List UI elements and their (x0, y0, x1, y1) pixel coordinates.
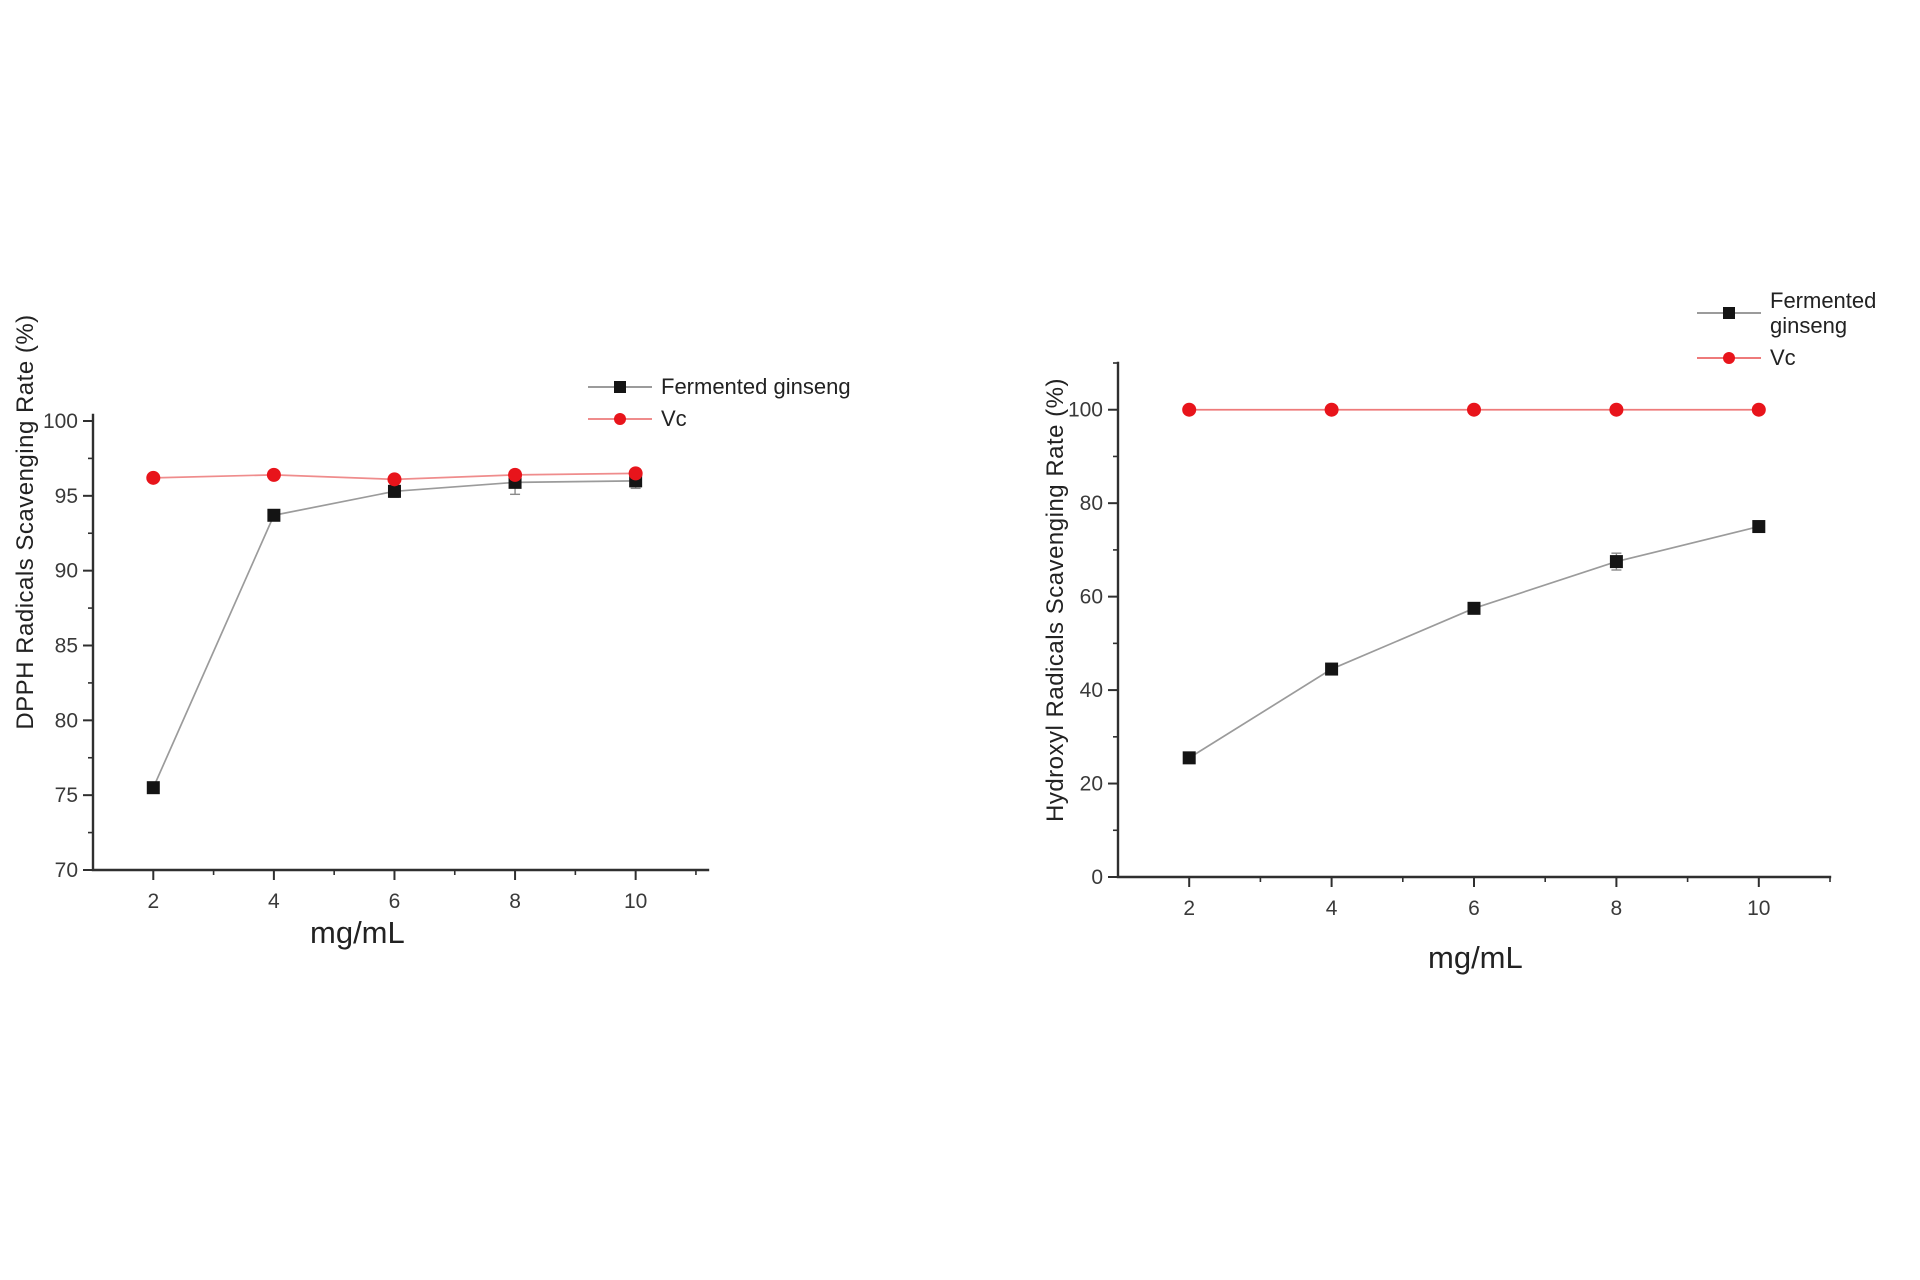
data-point-circle (628, 466, 643, 481)
x-tick-label: 10 (624, 890, 647, 913)
hydroxyl-legend: Fermented ginseng Vc (1697, 288, 1920, 377)
data-point-circle (1324, 402, 1339, 417)
y-tick-label: 90 (55, 560, 78, 583)
data-point-circle (1751, 402, 1766, 417)
data-point-circle (508, 467, 523, 482)
y-tick-label: 0 (1091, 866, 1103, 889)
x-tick-label: 8 (509, 890, 521, 913)
x-tick-label: 8 (1611, 897, 1623, 920)
square-series-marker-icon (1697, 306, 1761, 320)
data-point-circle (266, 467, 281, 482)
x-tick-label: 2 (147, 890, 159, 913)
legend-item-vc: Vc (588, 406, 851, 431)
data-point-circle (1467, 402, 1481, 417)
data-point-circle (387, 472, 402, 487)
data-point-square (1182, 751, 1196, 765)
x-tick-label: 6 (1468, 897, 1480, 920)
data-point-square (146, 781, 160, 795)
data-point-square (387, 484, 401, 498)
circle-series-marker-icon (588, 412, 652, 426)
y-tick-label: 70 (55, 859, 78, 882)
square-series-marker-icon (588, 380, 652, 394)
x-tick-label: 2 (1183, 897, 1195, 920)
y-tick-label: 80 (1080, 492, 1103, 515)
y-tick-label: 20 (1080, 773, 1103, 796)
x-tick-label: 10 (1747, 897, 1770, 920)
legend-label: Fermented ginseng (661, 374, 851, 399)
dpph-y-axis-title: DPPH Radicals Scavenging Rate (%) (12, 314, 39, 730)
legend-item-fermented-ginseng: Fermented ginseng (588, 374, 851, 399)
hydroxyl-line-square (1188, 525, 1760, 759)
dpph-axes (91, 413, 710, 872)
dpph-x-axis-title: mg/mL (310, 915, 405, 950)
legend-label: Fermented ginseng (1770, 288, 1877, 338)
y-tick-label: 85 (55, 634, 78, 657)
legend-item-vc: Vc (1697, 345, 1920, 370)
hydroxyl-x-axis-title: mg/mL (1428, 940, 1523, 975)
y-tick-label: 80 (55, 709, 78, 732)
hydroxyl-y-axis-title: Hydroxyl Radicals Scavenging Rate (%) (1042, 377, 1069, 822)
legend-label: Vc (661, 406, 687, 431)
y-tick-label: 40 (1080, 679, 1103, 702)
circle-series-marker-icon (1697, 351, 1761, 365)
y-tick-label: 60 (1080, 586, 1103, 609)
y-tick-label: 100 (1068, 399, 1103, 422)
data-point-square (1467, 601, 1481, 615)
legend-item-fermented-ginseng: Fermented ginseng (1697, 288, 1920, 338)
data-point-circle (1182, 402, 1197, 417)
dpph-legend: Fermented ginseng Vc (588, 374, 851, 438)
data-point-square (1609, 555, 1623, 569)
data-point-square (1752, 520, 1766, 534)
hydroxyl-axes (1116, 361, 1832, 879)
y-tick-label: 75 (55, 784, 78, 807)
y-tick-label: 95 (55, 485, 78, 508)
y-tick-label: 100 (43, 410, 78, 433)
data-point-square (1325, 662, 1339, 676)
data-point-circle (146, 470, 161, 485)
data-point-circle (1609, 402, 1624, 417)
x-tick-label: 4 (1326, 897, 1338, 920)
dpph-line-square (152, 480, 636, 789)
x-tick-label: 6 (389, 890, 401, 913)
legend-label: Vc (1770, 345, 1796, 370)
data-point-square (267, 508, 281, 522)
x-tick-label: 4 (268, 890, 280, 913)
